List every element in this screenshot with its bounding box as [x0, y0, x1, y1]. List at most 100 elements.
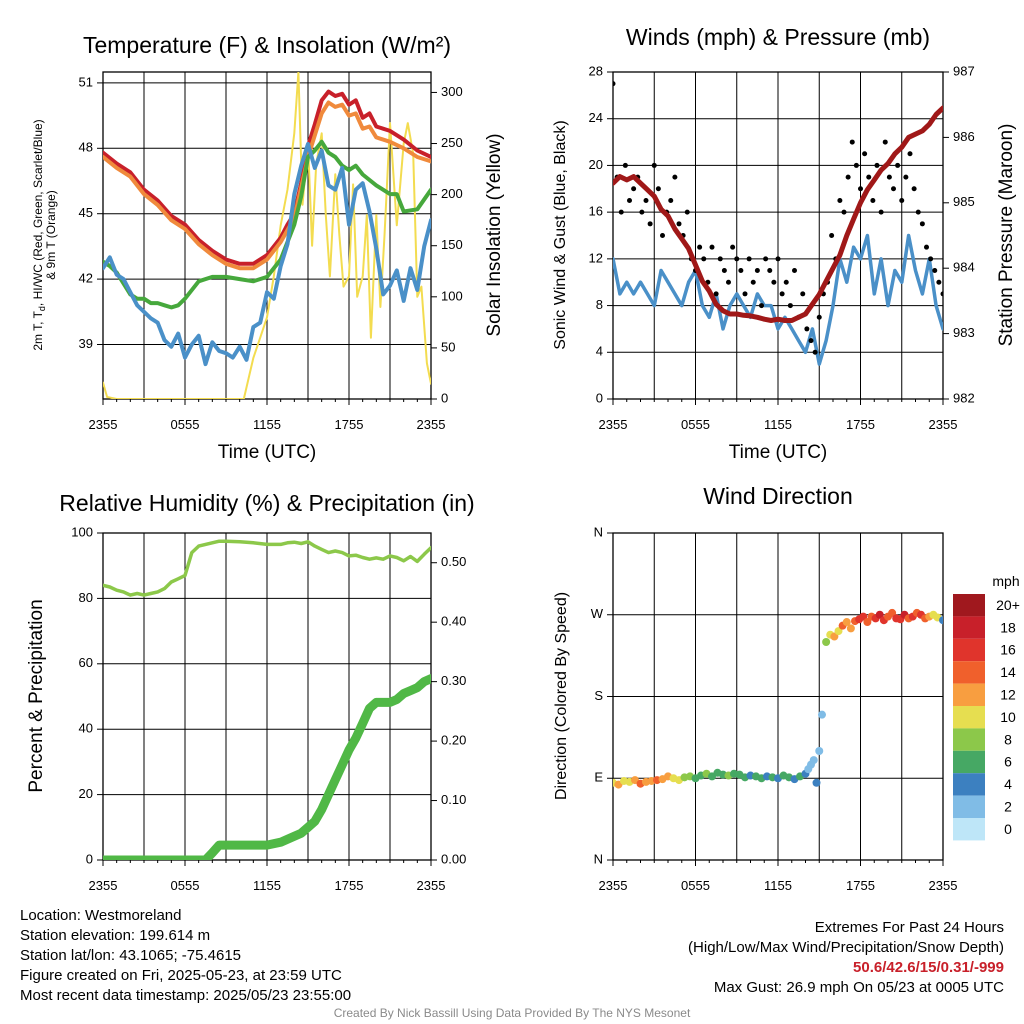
temp-yright-tick-label: 100	[441, 288, 463, 303]
rh-yright-tick-label: 0.40	[441, 614, 466, 629]
temp-series-green	[103, 139, 431, 310]
temp-yright-tick-label: 0	[441, 390, 448, 405]
colorbar-tick-label: 4	[1004, 776, 1012, 792]
gust-point	[783, 279, 789, 285]
temp-yright-tick-label: 150	[441, 237, 463, 252]
gust-point	[763, 256, 769, 262]
gust-point	[841, 209, 847, 215]
temp-ytick-label: 51	[79, 74, 93, 89]
colorbar-swatch	[953, 818, 985, 841]
rh-ylabel: Percent & Precipitation	[26, 599, 47, 792]
gust-point	[684, 209, 690, 215]
gust-point	[886, 174, 892, 180]
gust-point	[767, 268, 773, 274]
temp-xtick-label: 2355	[89, 417, 118, 432]
gust-point	[643, 197, 649, 203]
gust-point	[853, 162, 859, 168]
gust-point	[866, 174, 872, 180]
gust-point	[837, 197, 843, 203]
dir-frame	[612, 532, 944, 861]
gust-point	[746, 256, 752, 262]
gust-point	[808, 338, 814, 344]
temp-ylabel-right: Solar Insolation (Yellow)	[484, 133, 505, 336]
temp-ytick-label: 39	[79, 336, 93, 351]
temp-ytick-label: 45	[79, 205, 93, 220]
rh-xtick-label: 0555	[171, 878, 200, 893]
rh-ytick-label: 100	[71, 524, 93, 539]
colorbar-tick-label: 20+	[996, 597, 1020, 613]
colorbar-tick-label: 6	[1004, 754, 1012, 770]
dir-xtick-label: 0555	[681, 878, 710, 893]
gust-point	[618, 209, 624, 215]
colorbar-swatch	[953, 638, 985, 662]
gust-point	[672, 174, 678, 180]
winds-yright-tick-label: 987	[953, 63, 975, 78]
gust-point	[800, 291, 806, 297]
gust-point	[911, 186, 917, 192]
colorbar-swatch	[953, 750, 985, 774]
gust-point	[928, 256, 934, 262]
gust-point	[858, 186, 863, 192]
winds-xtick-label: 0555	[681, 417, 710, 432]
winds-ytick-label: 4	[596, 344, 603, 359]
colorbar-swatch	[953, 683, 985, 706]
gust-point	[804, 326, 810, 332]
gust-point	[651, 162, 657, 168]
gust-point	[940, 291, 943, 297]
temp-xtick-label: 1755	[335, 417, 364, 432]
dir-ylabel: Direction (Colored By Speed)	[553, 592, 570, 800]
gust-point	[742, 291, 748, 297]
gust-point	[779, 291, 785, 297]
gust-point	[771, 279, 777, 285]
winds-xtick-label: 2355	[599, 417, 628, 432]
direction-point	[822, 638, 831, 646]
station-info: Location: Westmoreland Station elevation…	[20, 906, 351, 1006]
gust-point	[792, 268, 797, 274]
gust-point	[730, 244, 736, 250]
direction-point	[812, 778, 821, 787]
direction-point	[842, 618, 851, 627]
extremes-title: Extremes For Past 24 Hours	[814, 919, 1004, 936]
gust-point	[899, 197, 905, 203]
gust-point	[870, 197, 876, 203]
direction-point	[834, 627, 843, 636]
winds-ytick-label: 24	[589, 110, 603, 125]
temp-ylabel-part: 2m T, T	[31, 310, 45, 350]
rh-xtick-label: 2355	[417, 878, 446, 893]
colorbar-tick-label: 16	[1000, 642, 1016, 658]
gust-point	[932, 268, 938, 274]
gust-point	[660, 233, 665, 238]
colorbar-swatch	[953, 616, 985, 639]
rh-series-humidity	[103, 539, 431, 597]
gust-point	[647, 221, 653, 227]
winds-xtick-label: 1755	[846, 417, 875, 432]
colorbar-swatch	[953, 661, 985, 684]
gust-point	[816, 314, 822, 320]
dir-xtick-label: 2355	[929, 878, 958, 893]
station-location: Location: Westmoreland	[20, 907, 182, 924]
winds-ylabel-right: Station Pressure (Maroon)	[996, 124, 1017, 347]
colorbar-tick-label: 2	[1004, 799, 1012, 815]
gust-point	[874, 162, 880, 168]
winds-xtick-label: 2355	[929, 417, 958, 432]
gust-point	[775, 256, 781, 262]
gust-point	[668, 197, 674, 203]
gust-point	[676, 221, 682, 227]
gust-point	[907, 151, 913, 157]
rh-ytick-label: 20	[79, 786, 93, 801]
gust-point	[845, 174, 851, 180]
colorbar-tick-label: 10	[1000, 709, 1016, 725]
winds-yright-tick-label: 986	[953, 129, 975, 144]
station-latlon: Station lat/lon: 43.1065; -75.4615	[20, 947, 242, 964]
temp-series-insolation	[103, 72, 431, 399]
dir-xtick-label: 1155	[764, 878, 792, 893]
winds-series-sonic	[613, 233, 943, 366]
extremes-values: 50.6/42.6/15/0.31/-999	[853, 959, 1004, 976]
dir-xtick-label: 2355	[599, 878, 628, 893]
gust-point	[878, 209, 884, 215]
direction-point	[863, 618, 872, 627]
temp-yright-tick-label: 50	[441, 339, 455, 354]
temp-ylabel-part: , HI/WC (Red, Green, Scarlet/Blue)	[31, 119, 45, 306]
direction-point	[818, 710, 826, 719]
gust-point	[721, 268, 727, 274]
